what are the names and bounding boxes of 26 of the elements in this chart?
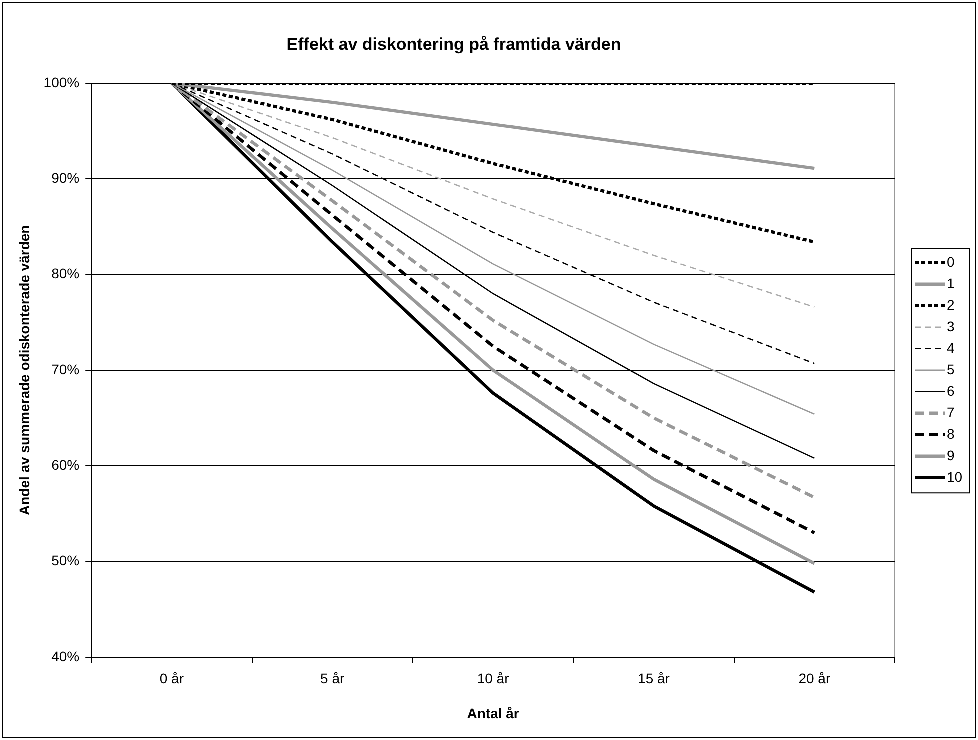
legend-label: 1 bbox=[947, 275, 955, 292]
y-tick-label: 70% bbox=[52, 361, 80, 378]
y-tick-label: 100% bbox=[44, 74, 80, 90]
y-tick-label: 80% bbox=[52, 266, 80, 282]
legend-label: 4 bbox=[947, 340, 955, 356]
legend-label: 8 bbox=[947, 426, 955, 442]
x-tick-label: 10 år bbox=[477, 670, 510, 687]
legend-label: 9 bbox=[947, 447, 955, 464]
y-tick-label: 60% bbox=[52, 456, 80, 473]
x-tick-label: 5 år bbox=[320, 670, 346, 687]
x-tick-label: 0 år bbox=[160, 670, 184, 687]
legend-label: 5 bbox=[947, 361, 955, 378]
legend-label: 7 bbox=[947, 404, 955, 420]
legend-label: 3 bbox=[947, 318, 955, 334]
legend-label: 6 bbox=[947, 382, 955, 399]
y-axis-title: Andel av summerade odiskonterade värden bbox=[16, 225, 32, 516]
y-tick-label: 90% bbox=[52, 170, 80, 186]
y-tick-label: 50% bbox=[52, 552, 80, 569]
x-tick-label: 20 år bbox=[798, 670, 831, 687]
y-tick-label: 40% bbox=[52, 648, 80, 664]
x-tick-label: 15 år bbox=[638, 670, 670, 687]
legend-label: 10 bbox=[947, 468, 963, 485]
legend-label: 0 bbox=[947, 254, 955, 270]
legend-label: 2 bbox=[947, 296, 955, 313]
x-axis-title: Antal år bbox=[467, 705, 520, 722]
chart-title: Effekt av diskontering på framtida värden bbox=[286, 34, 622, 54]
